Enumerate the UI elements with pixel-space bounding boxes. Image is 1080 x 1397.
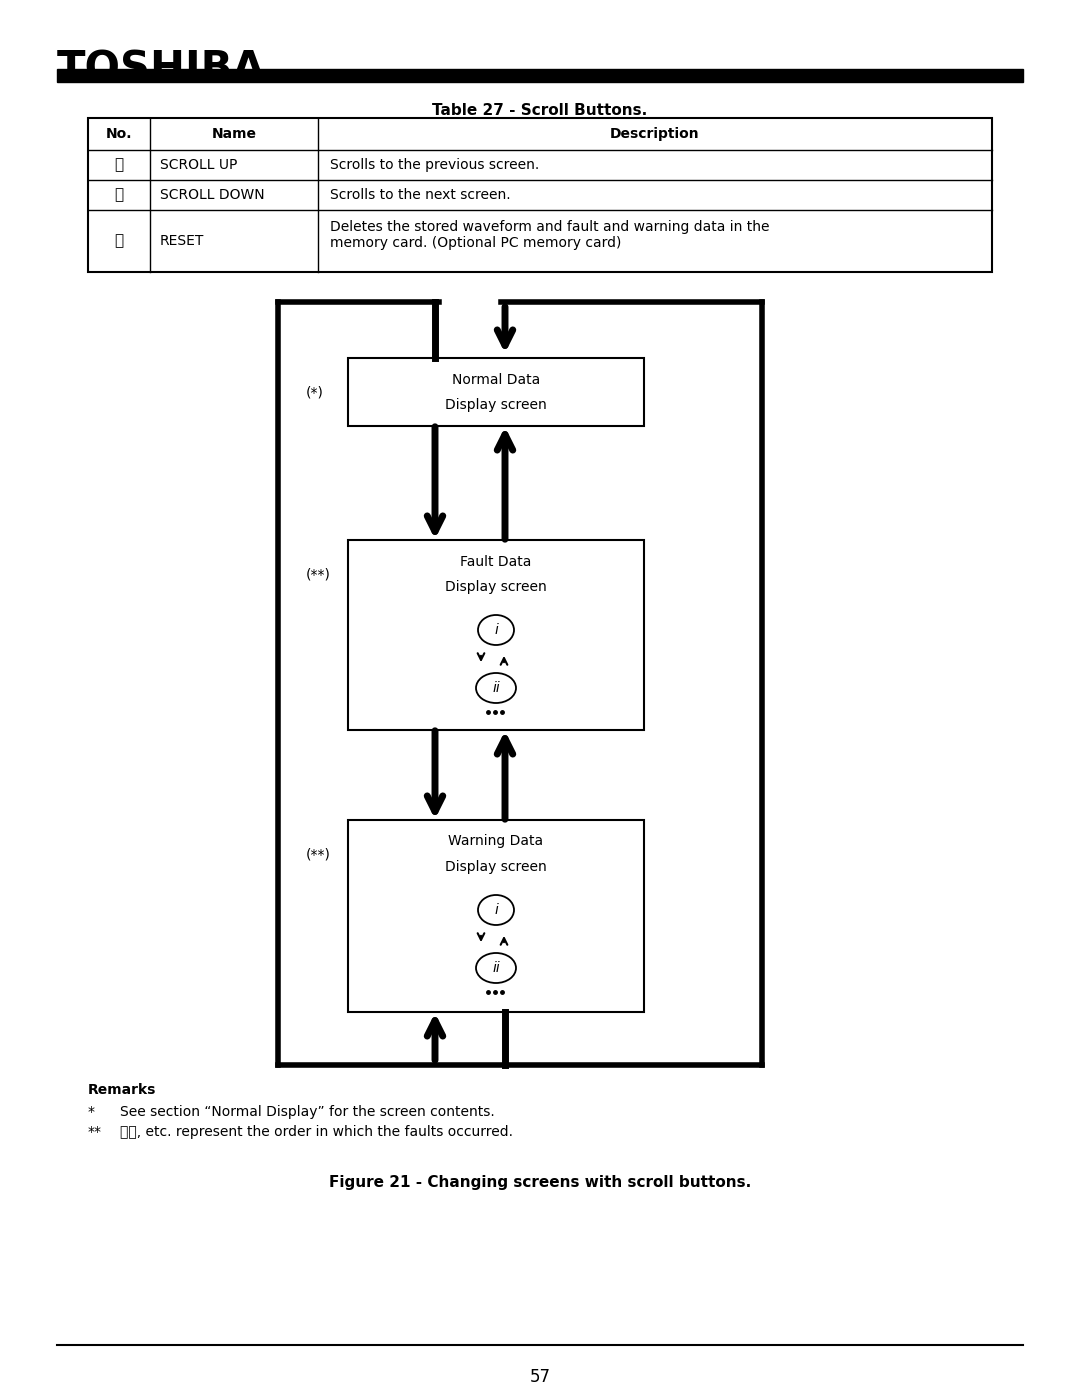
Text: ⓨ: ⓨ xyxy=(114,233,123,249)
Text: i: i xyxy=(494,623,498,637)
Text: 57: 57 xyxy=(529,1368,551,1386)
Text: SCROLL UP: SCROLL UP xyxy=(160,158,238,172)
Bar xyxy=(348,358,644,426)
Text: Fault Data
Display screen: Fault Data Display screen xyxy=(445,555,546,594)
Text: ii: ii xyxy=(492,961,500,975)
Text: Description: Description xyxy=(610,127,700,141)
Text: (**): (**) xyxy=(306,567,330,581)
Text: RESET: RESET xyxy=(160,235,204,249)
Bar xyxy=(348,541,644,731)
Text: **: ** xyxy=(87,1125,102,1139)
Text: ii: ii xyxy=(492,680,500,694)
Text: Deletes the stored waveform and fault and warning data in the
memory card. (Opti: Deletes the stored waveform and fault an… xyxy=(330,219,769,250)
Text: TOSHIBA: TOSHIBA xyxy=(57,47,266,89)
Text: *: * xyxy=(87,1105,95,1119)
Text: Warning Data
Display screen: Warning Data Display screen xyxy=(445,834,546,873)
Text: No.: No. xyxy=(106,127,132,141)
Text: Scrolls to the previous screen.: Scrolls to the previous screen. xyxy=(330,158,539,172)
Text: ⓦ: ⓦ xyxy=(114,158,123,172)
Bar xyxy=(87,117,993,272)
Text: (**): (**) xyxy=(306,847,330,861)
Text: (*): (*) xyxy=(306,386,324,400)
Text: ⓧ: ⓧ xyxy=(114,187,123,203)
Bar xyxy=(348,820,644,1011)
Text: Scrolls to the next screen.: Scrolls to the next screen. xyxy=(330,189,511,203)
Text: i: i xyxy=(494,902,498,916)
Text: Table 27 - Scroll Buttons.: Table 27 - Scroll Buttons. xyxy=(432,103,648,117)
Text: ⓐⓑ, etc. represent the order in which the faults occurred.: ⓐⓑ, etc. represent the order in which th… xyxy=(120,1125,513,1139)
Text: Figure 21 - Changing screens with scroll buttons.: Figure 21 - Changing screens with scroll… xyxy=(329,1175,751,1190)
Text: SCROLL DOWN: SCROLL DOWN xyxy=(160,189,265,203)
Text: Remarks: Remarks xyxy=(87,1083,157,1097)
Bar xyxy=(57,68,1023,82)
Text: See section “Normal Display” for the screen contents.: See section “Normal Display” for the scr… xyxy=(120,1105,495,1119)
Text: Name: Name xyxy=(212,127,257,141)
Text: Normal Data
Display screen: Normal Data Display screen xyxy=(445,373,546,412)
